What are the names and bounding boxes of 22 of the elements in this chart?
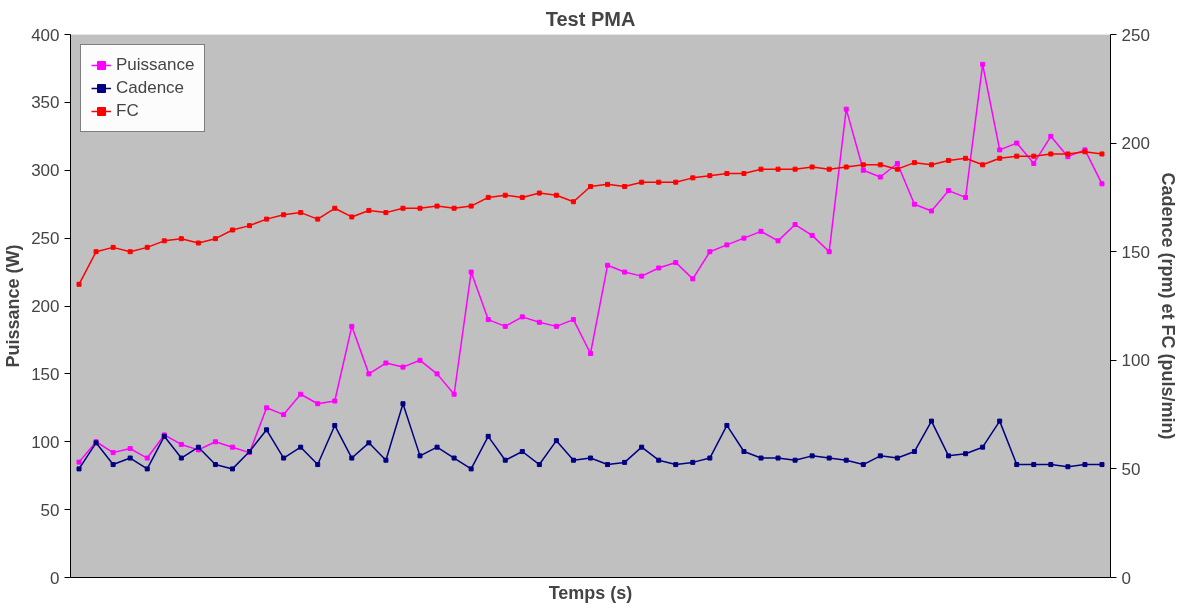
x-axis-title: Temps (s) bbox=[548, 582, 633, 603]
y2-tick-label: 200 bbox=[1121, 134, 1150, 154]
y-tick-label: 350 bbox=[31, 93, 60, 113]
y2-tick-label: 50 bbox=[1121, 459, 1141, 479]
y-tick-label: 250 bbox=[31, 229, 60, 249]
y-axis-title: Puissance (W) bbox=[3, 244, 24, 368]
y-tick-label: 300 bbox=[31, 161, 60, 181]
y-tick-label: 150 bbox=[31, 364, 60, 384]
legend-label: Cadence bbox=[116, 78, 185, 98]
y2-tick-label: 250 bbox=[1121, 25, 1150, 45]
y-tick-label: 200 bbox=[31, 297, 60, 316]
y-tick-label: 50 bbox=[40, 500, 60, 520]
y-tick-label: 0 bbox=[50, 568, 60, 588]
y-tick-label: 100 bbox=[31, 432, 60, 452]
chart-title: Test PMA bbox=[545, 7, 636, 30]
y-tick-label: 400 bbox=[31, 25, 60, 45]
y2-axis-title: Cadence (rpm) et FC (puls/min) bbox=[1157, 172, 1178, 440]
legend-label: FC bbox=[116, 101, 139, 121]
y2-tick-label: 0 bbox=[1121, 568, 1131, 588]
legend-label: Puissance bbox=[116, 55, 195, 75]
y2-tick-label: 100 bbox=[1121, 351, 1150, 371]
y2-tick-label: 150 bbox=[1121, 242, 1150, 262]
